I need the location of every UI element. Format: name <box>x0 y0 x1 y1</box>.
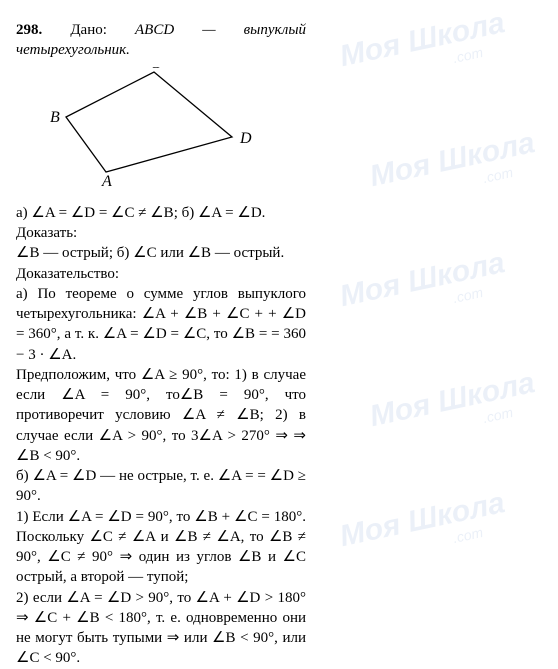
svg-text:B: B <box>50 109 60 126</box>
problem-header: 298. Дано: ABCD — выпуклый четырехугольн… <box>16 20 306 61</box>
watermark: Моя Школа.com <box>366 123 541 210</box>
watermark: Моя Школа.com <box>366 363 541 450</box>
proof-1: 1) Если ∠A = ∠D = 90°, то ∠B + ∠C = 180°… <box>16 507 306 588</box>
given-text: ABCD — выпуклый четырехугольник. <box>16 22 306 58</box>
proof-b: б) ∠A = ∠D — не острые, т. е. ∠A = = ∠D … <box>16 466 306 507</box>
proof-suppose: Предположим, что ∠A ≥ 90°, то: 1) в случ… <box>16 365 306 466</box>
watermark: Моя Школа.com <box>336 483 511 570</box>
prove-label: Доказать: <box>16 223 306 243</box>
figure-svg: A B C D <box>34 67 254 187</box>
watermark: Моя Школа.com <box>336 3 511 90</box>
svg-text:C: C <box>150 67 161 72</box>
watermark: Моя Школа.com <box>336 243 511 330</box>
svg-text:D: D <box>239 130 252 147</box>
prove-text: ∠B — острый; б) ∠C или ∠B — острый. <box>16 243 306 263</box>
given-label: Дано: <box>70 22 107 38</box>
svg-text:A: A <box>101 173 112 187</box>
conditions-ab: а) ∠A = ∠D = ∠C ≠ ∠B; б) ∠A = ∠D. <box>16 203 306 223</box>
problem-number: 298. <box>16 22 42 38</box>
proof-a: а) По теореме о сумме углов выпуклого че… <box>16 284 306 365</box>
quadrilateral-figure: A B C D <box>34 67 306 193</box>
proof-label: Доказательство: <box>16 264 306 284</box>
